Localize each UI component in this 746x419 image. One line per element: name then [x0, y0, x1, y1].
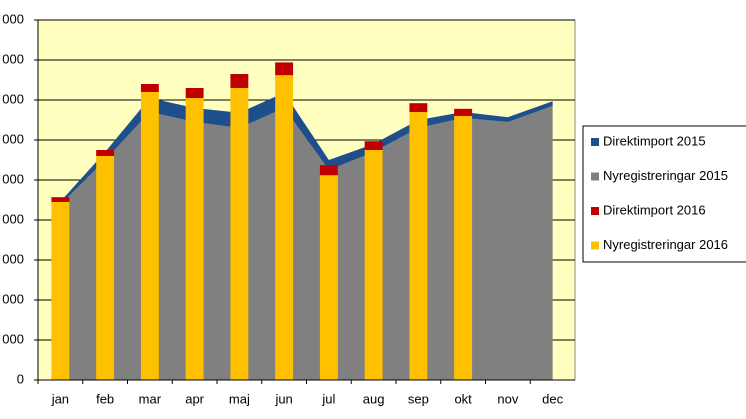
x-tick-label: nov: [497, 391, 518, 406]
bar: [364, 150, 383, 380]
bar: [275, 75, 294, 380]
x-tick-label: dec: [542, 391, 563, 406]
bar: [140, 84, 159, 92]
legend-swatch: [591, 207, 599, 215]
y-tick-label: 20 000: [0, 211, 24, 226]
bar: [319, 165, 338, 176]
legend-label: Direktimport 2015: [603, 133, 706, 148]
area: [60, 106, 553, 380]
legend-swatch: [591, 138, 599, 146]
bar: [51, 202, 70, 380]
bar: [364, 141, 383, 150]
legend-label: Nyregistreringar 2015: [603, 168, 728, 183]
x-tick-label: maj: [229, 391, 250, 406]
bar: [409, 103, 428, 112]
y-tick-label: 35 000: [0, 91, 24, 106]
area: [60, 92, 553, 205]
legend-swatch: [591, 241, 599, 250]
x-tick-label: feb: [96, 391, 114, 406]
x-tick-label: jan: [51, 391, 69, 406]
bar: [51, 197, 70, 202]
y-tick-label: 45 000: [0, 11, 24, 26]
x-tick-label: jun: [274, 391, 292, 406]
bar: [185, 98, 204, 380]
x-tick-label: sep: [408, 391, 429, 406]
legend-swatch: [591, 172, 599, 181]
bar: [230, 88, 249, 380]
y-tick-label: 40 000: [0, 51, 24, 66]
y-tick-label: 0: [17, 371, 24, 386]
x-tick-label: apr: [185, 391, 204, 406]
y-tick-label: 25 000: [0, 171, 24, 186]
bar: [319, 175, 338, 380]
x-tick-label: aug: [363, 391, 385, 406]
bar: [140, 92, 159, 380]
bar: [230, 74, 249, 88]
bar: [96, 150, 115, 156]
legend-label: Direktimport 2016: [603, 202, 706, 217]
y-tick-label: 10 000: [0, 291, 24, 306]
y-tick-label: 5 000: [0, 331, 24, 346]
bar: [275, 62, 294, 76]
x-tick-label: jul: [321, 391, 335, 406]
bar: [409, 112, 428, 380]
y-tick-label: 15 000: [0, 251, 24, 266]
bar: [454, 116, 473, 380]
legend-label: Nyregistreringar 2016: [603, 237, 728, 252]
y-tick-label: 30 000: [0, 131, 24, 146]
x-tick-label: okt: [454, 391, 472, 406]
x-tick-label: mar: [139, 391, 162, 406]
bar: [96, 156, 115, 380]
bar: [454, 108, 473, 116]
bar: [185, 88, 204, 98]
legend-box: [582, 125, 746, 263]
